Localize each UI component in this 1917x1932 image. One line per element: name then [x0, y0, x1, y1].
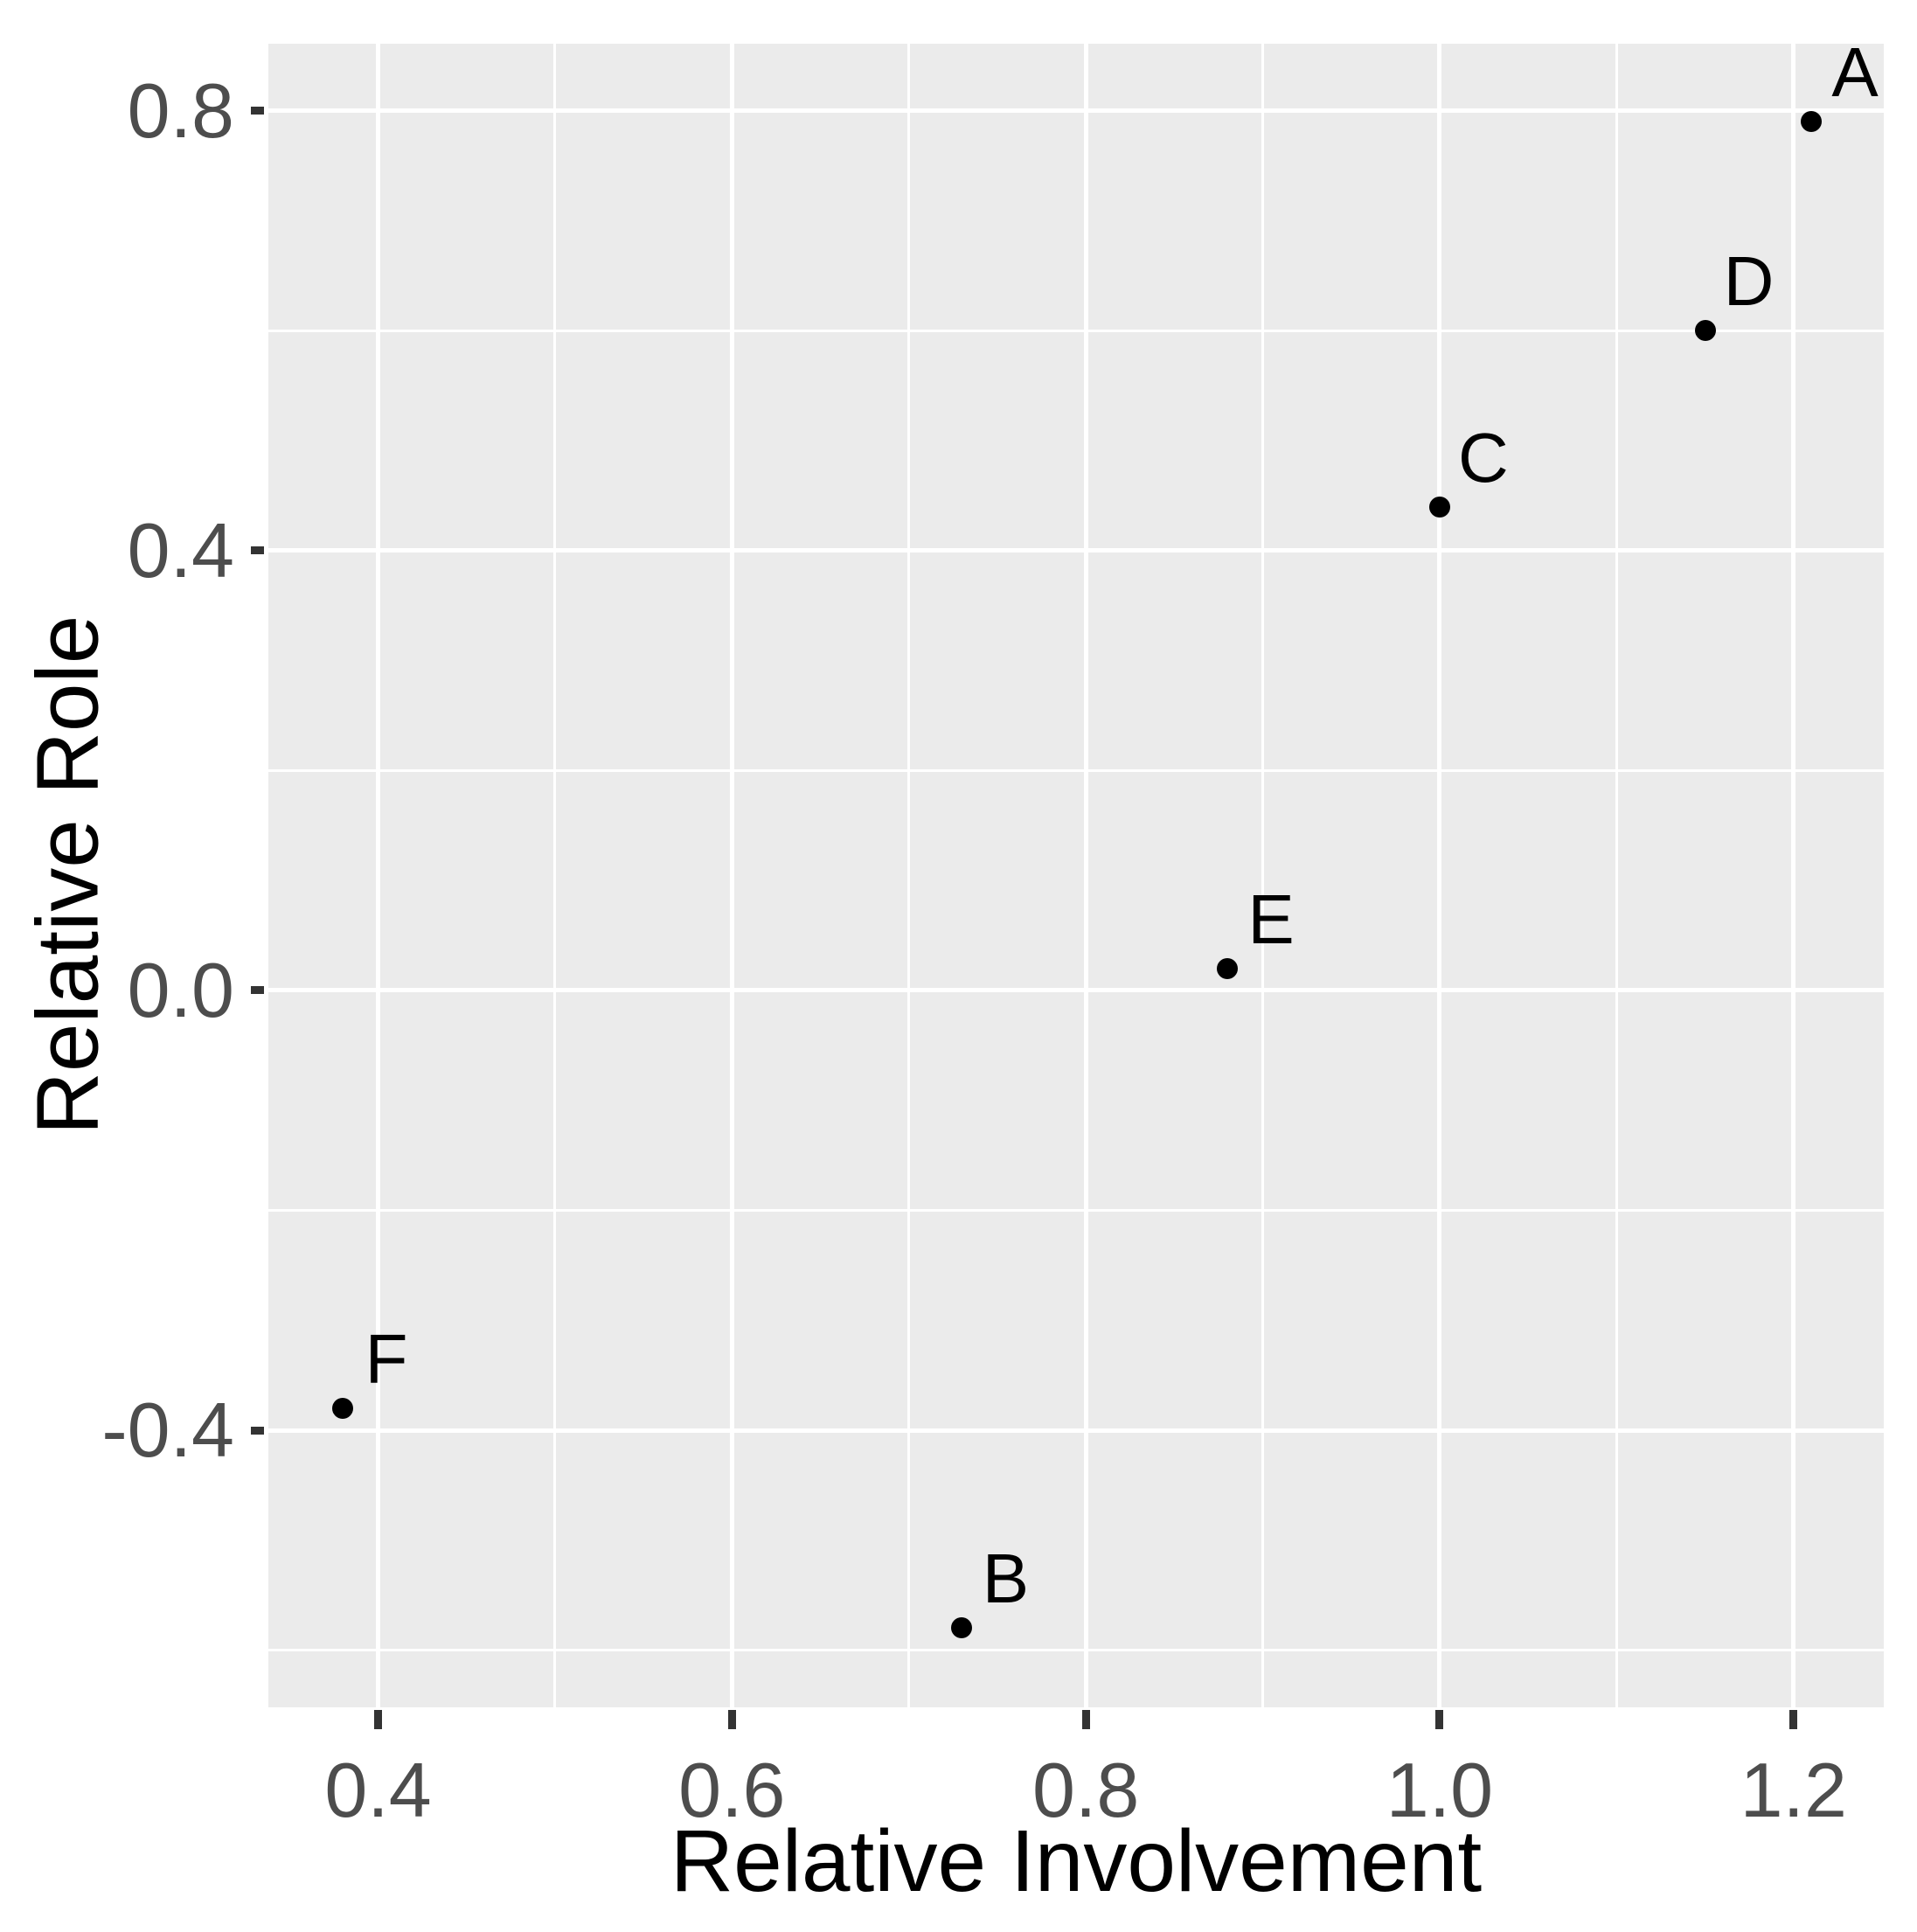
- x-axis-tick-label: 0.6: [678, 1747, 786, 1833]
- x-axis-tick-mark: [373, 1710, 382, 1729]
- gridline-minor-horizontal: [268, 329, 1884, 332]
- data-point-label-C: C: [1458, 418, 1509, 497]
- x-axis-title: Relative Involvement: [670, 1812, 1483, 1910]
- data-point-C: [1428, 496, 1450, 518]
- x-axis-tick-mark: [1435, 1710, 1444, 1729]
- gridline-minor-horizontal: [268, 768, 1884, 772]
- gridline-minor-horizontal: [268, 1208, 1884, 1212]
- y-axis-title: Relative Role: [18, 615, 117, 1136]
- gridline-minor-vertical: [553, 44, 557, 1707]
- x-axis-tick-mark: [727, 1710, 736, 1729]
- y-axis-tick-label: 0.4: [127, 506, 234, 594]
- data-point-label-A: A: [1831, 33, 1879, 112]
- x-axis-tick-label: 1.0: [1386, 1747, 1494, 1833]
- gridline-major-horizontal: [268, 548, 1884, 553]
- gridline-major-horizontal: [268, 108, 1884, 114]
- data-point-A: [1801, 111, 1822, 133]
- gridline-minor-vertical: [1615, 44, 1618, 1707]
- data-point-label-E: E: [1247, 879, 1295, 958]
- gridline-major-vertical: [375, 44, 380, 1707]
- gridline-minor-vertical: [1261, 44, 1265, 1707]
- data-point-F: [332, 1397, 353, 1419]
- y-axis-tick-label: 0.0: [127, 946, 234, 1033]
- data-point-B: [951, 1617, 973, 1639]
- gridline-major-vertical: [1791, 44, 1796, 1707]
- plot-panel: A B C D E F: [268, 33, 1884, 1707]
- data-point-label-B: B: [982, 1539, 1030, 1618]
- y-axis-tick-label: -0.4: [101, 1386, 234, 1474]
- y-axis-tick-mark: [251, 1426, 264, 1435]
- y-axis-tick-label: 0.8: [127, 66, 234, 154]
- gridline-minor-horizontal: [268, 1649, 1884, 1652]
- x-axis-tick-label: 0.4: [324, 1747, 432, 1833]
- gridline-major-vertical: [1083, 44, 1088, 1707]
- y-axis-tick-mark: [251, 986, 264, 995]
- gridline-minor-vertical: [907, 44, 911, 1707]
- data-point-D: [1694, 320, 1716, 342]
- y-axis-tick-mark: [251, 107, 264, 115]
- x-axis-tick-mark: [1789, 1710, 1798, 1729]
- x-axis-tick-mark: [1081, 1710, 1090, 1729]
- y-axis-tick-mark: [251, 546, 264, 555]
- gridline-major-horizontal: [268, 988, 1884, 993]
- gridline-major-vertical: [729, 44, 734, 1707]
- x-axis-tick-label: 1.2: [1740, 1747, 1847, 1833]
- data-point-E: [1217, 957, 1239, 979]
- gridline-major-horizontal: [268, 1428, 1884, 1433]
- data-point-label-F: F: [365, 1319, 408, 1398]
- data-point-label-D: D: [1723, 242, 1775, 321]
- x-axis-tick-label: 0.8: [1031, 1747, 1140, 1833]
- gridline-major-vertical: [1437, 44, 1442, 1707]
